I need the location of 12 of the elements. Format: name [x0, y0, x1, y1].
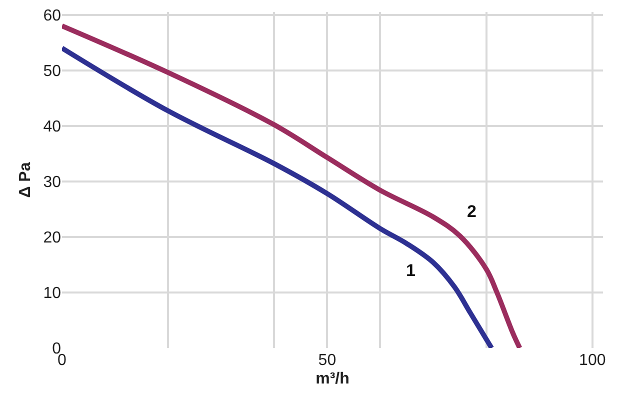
y-tick-label: 60: [43, 7, 62, 24]
y-tick-label: 20: [43, 230, 62, 247]
y-tick-label: 30: [43, 174, 62, 191]
x-axis-title: m³/h: [316, 370, 350, 388]
x-tick-label: 100: [579, 352, 606, 369]
y-tick-label: 10: [43, 285, 62, 302]
y-tick-label: 40: [43, 118, 62, 136]
y-tick-label: 50: [43, 62, 62, 80]
y-axis-title: Δ Pa: [17, 162, 34, 198]
x-tick-label: 50: [318, 352, 336, 369]
series-label: 2: [467, 202, 476, 221]
series-label: 1: [406, 261, 416, 280]
